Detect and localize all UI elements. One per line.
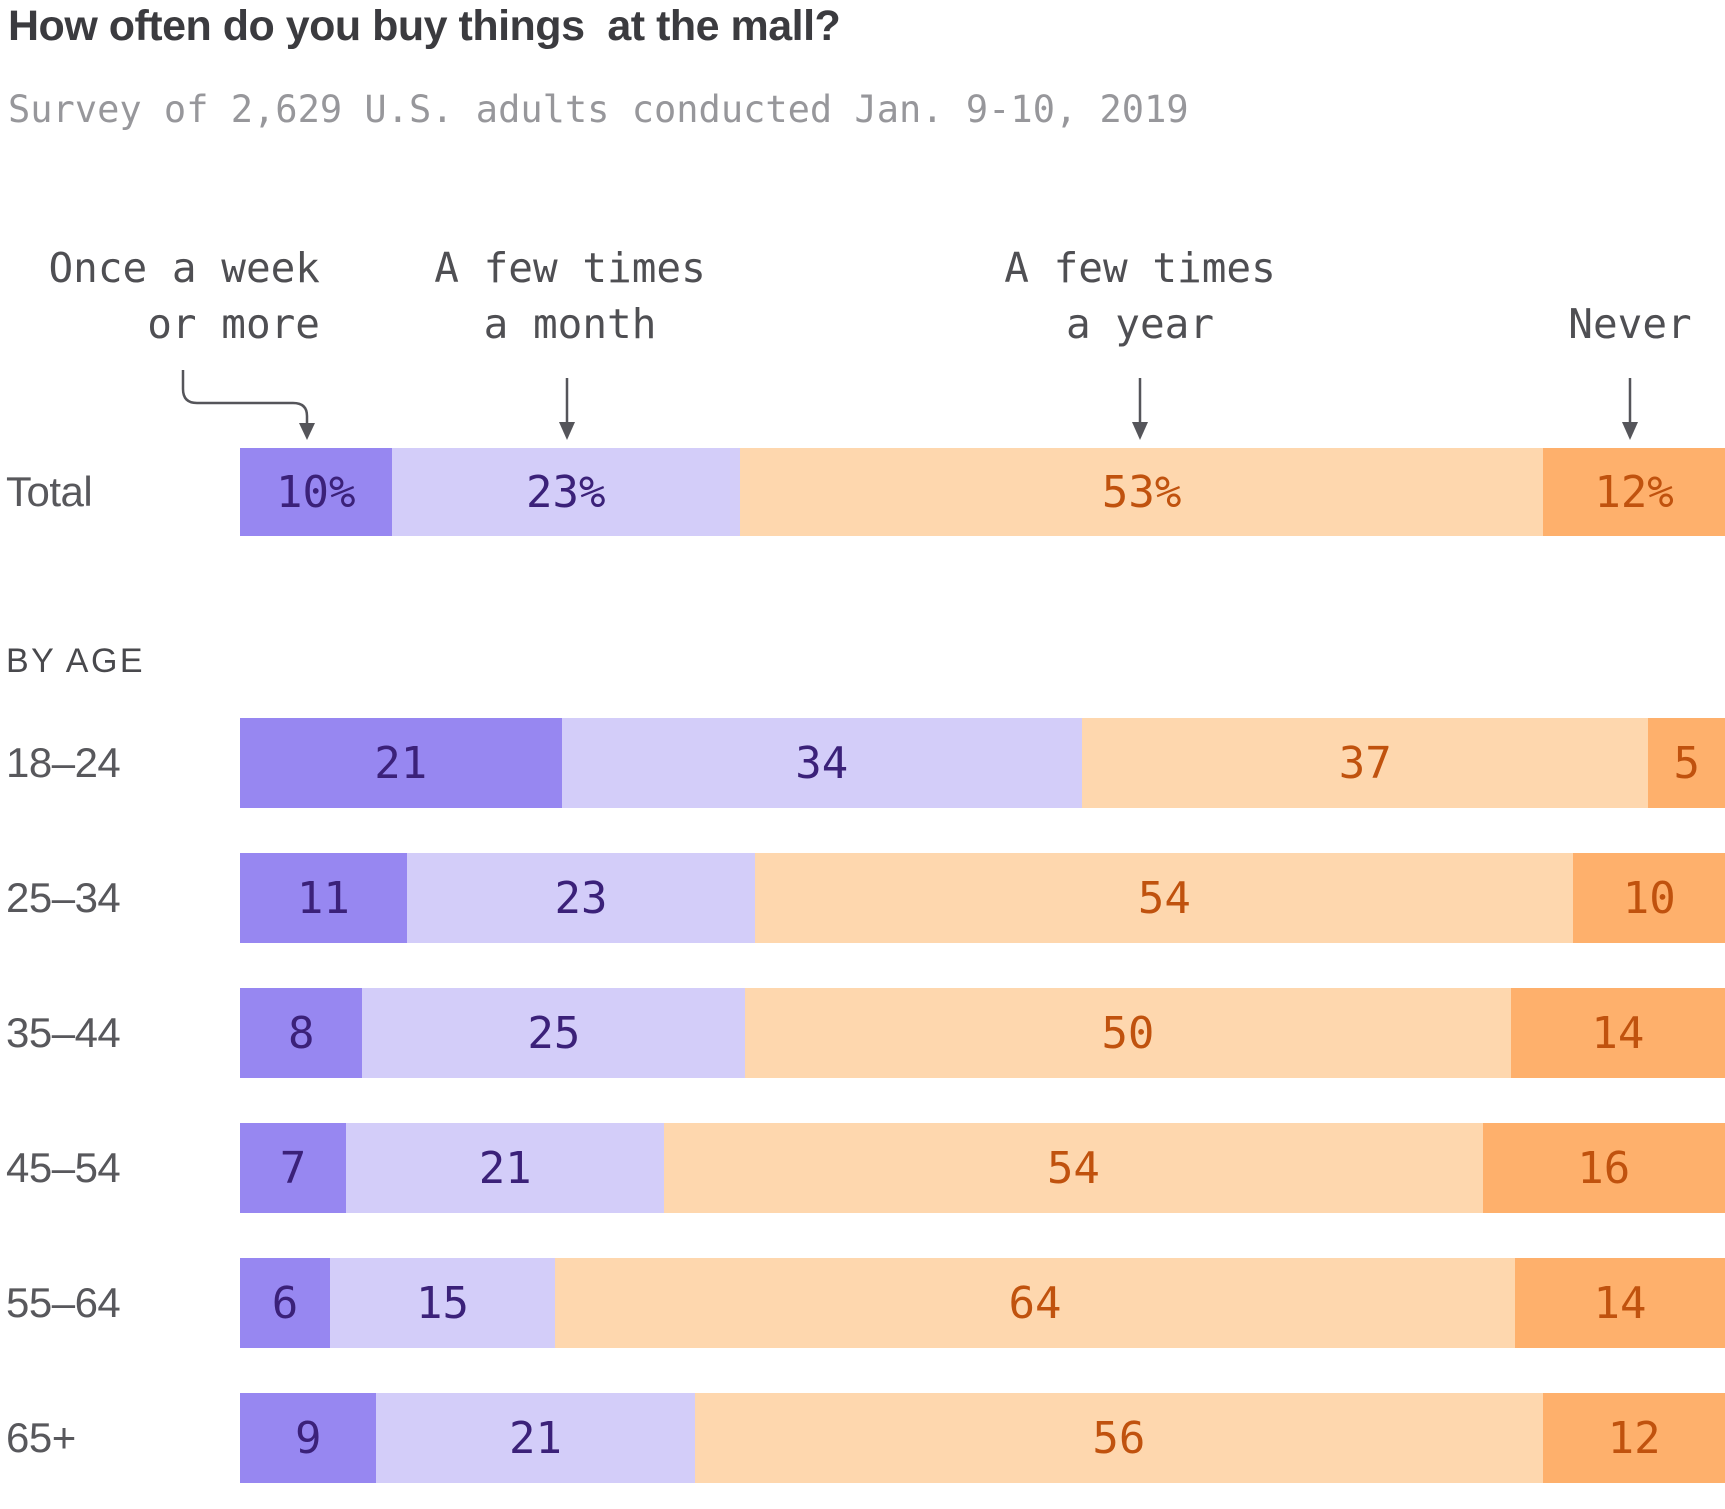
- segment-value: 6: [271, 1277, 299, 1329]
- segment-value: 23%: [526, 466, 606, 518]
- bar-segment-once-a-week-or-more: 11: [240, 853, 407, 943]
- bar-segment-a-few-times-a-year: 50: [745, 988, 1511, 1078]
- segment-value: 12%: [1594, 466, 1674, 518]
- segment-value: 12: [1607, 1412, 1661, 1464]
- stacked-bar: 7 21 54 16: [240, 1123, 1725, 1213]
- bar-row: 35–44 8 25 50 14: [0, 988, 1725, 1078]
- row-label: 65+: [6, 1414, 76, 1461]
- bar-segment-never: 5: [1648, 718, 1725, 808]
- segment-value: 14: [1593, 1277, 1647, 1329]
- row-label: 35–44: [6, 1009, 121, 1056]
- legend-arrow-icons: [181, 370, 1638, 440]
- bar-segment-once-a-week-or-more: 7: [240, 1123, 347, 1213]
- legend-label-line: Once a week: [48, 244, 320, 292]
- legend-label-line: a year: [1065, 300, 1215, 348]
- bar-segment-once-a-week-or-more: 9: [240, 1393, 377, 1483]
- row-label: Total: [6, 468, 93, 515]
- legend-label-a-few-times-a-month: A few times a month: [420, 240, 720, 352]
- segment-value: 34: [795, 737, 849, 789]
- segment-value: 56: [1092, 1412, 1146, 1464]
- bar-segment-a-few-times-a-month: 34: [561, 718, 1083, 808]
- bar-segment-once-a-week-or-more: 21: [240, 718, 562, 808]
- bar-row: 45–54 7 21 54 16: [0, 1123, 1725, 1213]
- legend-label-once-a-week-or-more: Once a week or more: [20, 240, 320, 352]
- segment-value: 53%: [1101, 466, 1182, 518]
- row-label: 25–34: [6, 874, 121, 921]
- segment-value: 50: [1101, 1007, 1155, 1059]
- bar-row: 55–64 6 15 64 14: [0, 1258, 1725, 1348]
- bar-segment-a-few-times-a-year: 56: [694, 1393, 1544, 1483]
- stacked-bar: 8 25 50 14: [240, 988, 1725, 1078]
- bar-segment-a-few-times-a-year: 37: [1082, 718, 1649, 808]
- stacked-bar: 21 34 37 5: [240, 718, 1725, 808]
- down-arrow-icon: [559, 378, 575, 440]
- bar-segment-never: 10: [1573, 853, 1725, 943]
- bar-segment-once-a-week-or-more: 6: [240, 1258, 330, 1348]
- segment-value: 25: [527, 1007, 581, 1059]
- stacked-bar: 10% 23% 53% 12%: [240, 448, 1725, 536]
- section-label-by-age: BY AGE: [6, 642, 146, 680]
- chart-title: How often do you buy things at the mall?: [8, 2, 841, 50]
- bar-segment-a-few-times-a-month: 21: [346, 1123, 665, 1213]
- legend-label-line: A few times: [1004, 244, 1276, 292]
- bar-segment-a-few-times-a-month: 23: [406, 853, 756, 943]
- bar-segment-a-few-times-a-month: 25: [362, 988, 746, 1078]
- legend-label-line: A few times: [434, 244, 706, 292]
- curved-arrow-icon: [181, 370, 315, 440]
- legend-label-line: or more: [147, 300, 320, 348]
- segment-value: 21: [508, 1412, 562, 1464]
- bar-row: 25–34 11 23 54 10: [0, 853, 1725, 943]
- segment-value: 15: [416, 1277, 469, 1329]
- bar-segment-once-a-week-or-more: 8: [240, 988, 363, 1078]
- segment-value: 54: [1137, 872, 1191, 924]
- segment-value: 23: [554, 872, 608, 924]
- segment-value: 11: [296, 872, 350, 924]
- segment-value: 9: [294, 1412, 322, 1464]
- bar-segment-never: 12: [1543, 1393, 1725, 1483]
- bar-segment-a-few-times-a-month: 21: [376, 1393, 695, 1483]
- bar-segment-never: 16: [1482, 1123, 1725, 1213]
- bar-row: 18–24 21 34 37 5: [0, 718, 1725, 808]
- bar-segment-never: 14: [1510, 988, 1725, 1078]
- bar-row: 65+ 9 21 56 12: [0, 1393, 1725, 1483]
- stacked-bar: 9 21 56 12: [240, 1393, 1725, 1483]
- segment-value: 21: [478, 1142, 532, 1194]
- segment-value: 16: [1577, 1142, 1631, 1194]
- bar-segment-a-few-times-a-year: 64: [555, 1258, 1515, 1348]
- chart-subtitle: Survey of 2,629 U.S. adults conducted Ja…: [8, 88, 1189, 131]
- bar-row: Total 10% 23% 53% 12%: [0, 448, 1725, 536]
- stacked-bar: 11 23 54 10: [240, 853, 1725, 943]
- row-label: 45–54: [6, 1144, 121, 1191]
- bar-segment-a-few-times-a-year: 54: [664, 1123, 1483, 1213]
- row-label: 55–64: [6, 1279, 121, 1326]
- bar-segment-a-few-times-a-month: 15: [330, 1258, 555, 1348]
- bar-segment-a-few-times-a-year: 53%: [740, 448, 1544, 536]
- bar-segment-a-few-times-a-year: 54: [755, 853, 1574, 943]
- legend-label-never: Never: [1480, 296, 1725, 352]
- segment-value: 10: [1622, 872, 1676, 924]
- segment-value: 5: [1673, 737, 1700, 789]
- segment-value: 7: [279, 1142, 307, 1194]
- segment-value: 21: [374, 737, 428, 789]
- segment-value: 14: [1591, 1007, 1645, 1059]
- row-label: 18–24: [6, 739, 121, 786]
- stacked-bar: 6 15 64 14: [240, 1258, 1725, 1348]
- bar-segment-a-few-times-a-month: 23%: [391, 448, 741, 536]
- segment-value: 8: [287, 1007, 315, 1059]
- segment-value: 54: [1046, 1142, 1100, 1194]
- legend-label-a-few-times-a-year: A few times a year: [990, 240, 1290, 352]
- segment-value: 37: [1338, 737, 1392, 789]
- bar-segment-never: 14: [1515, 1258, 1725, 1348]
- segment-value: 10%: [276, 466, 356, 518]
- bar-segment-never: 12%: [1543, 448, 1725, 536]
- bar-segment-once-a-week-or-more: 10%: [240, 448, 392, 536]
- legend-label-line: Never: [1568, 300, 1692, 348]
- down-arrow-icon: [1132, 378, 1148, 440]
- legend-label-line: a month: [483, 300, 657, 348]
- segment-value: 64: [1008, 1277, 1062, 1329]
- down-arrow-icon: [1622, 378, 1638, 440]
